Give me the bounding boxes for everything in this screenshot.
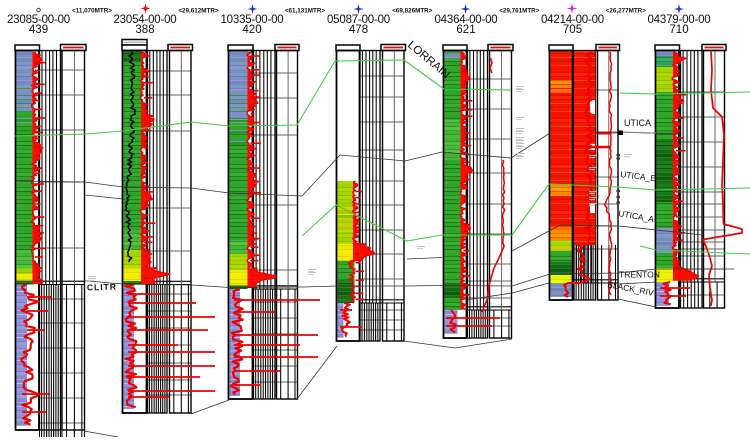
svg-text:UTICA_E: UTICA_E	[620, 169, 657, 183]
svg-text:TRENTON: TRENTON	[619, 270, 660, 280]
svg-text:420: 420	[242, 24, 261, 36]
svg-text:705: 705	[563, 24, 582, 36]
svg-text:23054-00-00: 23054-00-00	[113, 14, 176, 26]
svg-text:<61,131MTR>: <61,131MTR>	[285, 8, 326, 15]
svg-text:04364-00-00: 04364-00-00	[434, 14, 497, 26]
svg-text:04214-00-00: 04214-00-00	[541, 14, 604, 26]
svg-text:UTICA: UTICA	[624, 118, 651, 128]
svg-text:<29,761MTR>: <29,761MTR>	[499, 8, 540, 15]
svg-text:388: 388	[135, 24, 154, 36]
svg-text:<11,070MTR>: <11,070MTR>	[72, 8, 112, 15]
svg-text:710: 710	[669, 24, 688, 36]
svg-text:621: 621	[456, 24, 475, 36]
svg-text:<69,826MTR>: <69,826MTR>	[392, 8, 433, 15]
svg-text:23085-00-00: 23085-00-00	[7, 14, 70, 26]
svg-text:10335-00-00: 10335-00-00	[220, 14, 283, 26]
svg-text:478: 478	[349, 24, 368, 36]
svg-text:04379-00-00: 04379-00-00	[647, 14, 710, 26]
svg-text:CLITR: CLITR	[87, 281, 117, 292]
svg-text:<26,277MTR>: <26,277MTR>	[606, 8, 647, 15]
svg-text:439: 439	[29, 24, 48, 36]
svg-text:<29,612MTR>: <29,612MTR>	[178, 8, 219, 15]
svg-text:05087-00-00: 05087-00-00	[327, 14, 390, 26]
